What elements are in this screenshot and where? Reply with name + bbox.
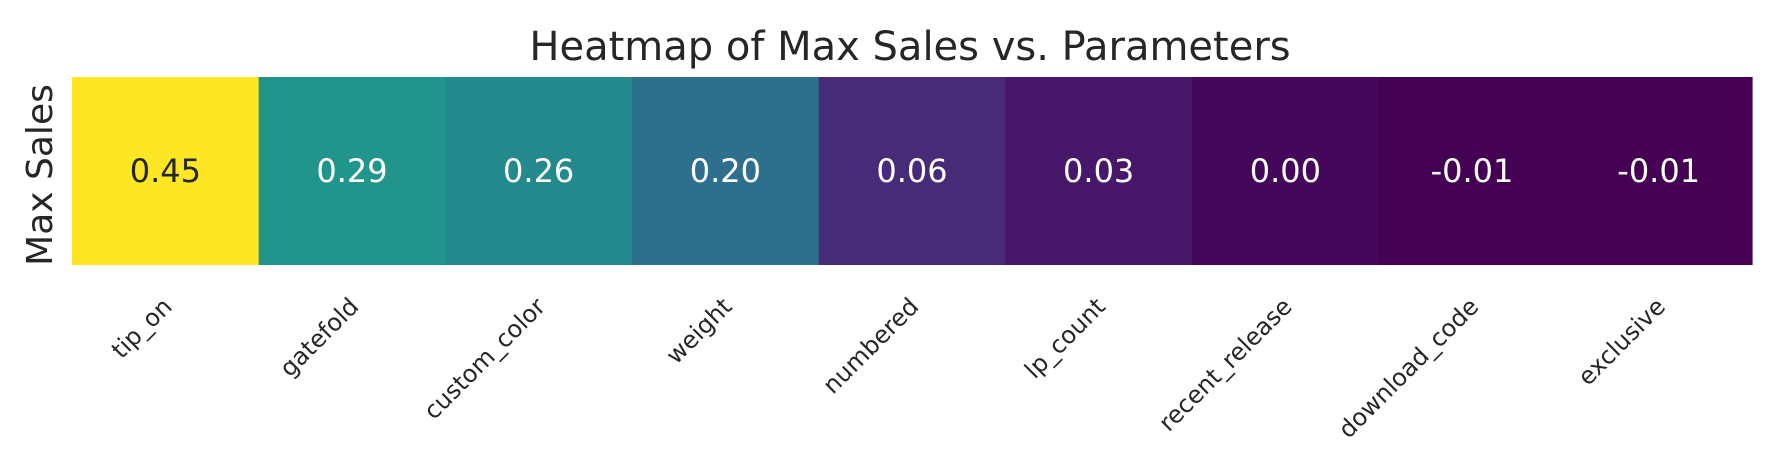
heatmap-cell-weight (632, 77, 820, 265)
cell-value-label-tip-on: 0.45 (130, 152, 201, 190)
heatmap-cell-gatefold (258, 77, 446, 265)
cell-value-label-exclusive: -0.01 (1617, 152, 1700, 190)
x-tick-label-recent-release: recent_release (1153, 292, 1297, 436)
heatmap-cell-custom-color (445, 77, 633, 265)
cell-value-label-gatefold: 0.29 (316, 152, 387, 190)
x-tick-label-tip-on: tip_on (106, 292, 178, 364)
cell-value-label-download-code: -0.01 (1431, 152, 1514, 190)
heatmap-cell-numbered (818, 77, 1006, 265)
heatmap-cell-download-code (1378, 77, 1566, 265)
x-tick-label-exclusive: exclusive (1572, 292, 1671, 391)
cell-value-label-recent-release: 0.00 (1250, 152, 1321, 190)
x-tick-label-download-code: download_code (1333, 292, 1484, 443)
heatmap-cell-lp-count (1005, 77, 1193, 265)
cell-value-label-numbered: 0.06 (876, 152, 947, 190)
cell-value-label-lp-count: 0.03 (1063, 152, 1134, 190)
x-tick-label-custom-color: custom_color (418, 292, 551, 425)
cell-value-label-custom-color: 0.26 (503, 152, 574, 190)
y-axis-label: Max Sales (20, 84, 61, 266)
heatmap-cell-tip-on (72, 77, 260, 265)
cell-value-label-weight: 0.20 (690, 152, 761, 190)
x-tick-label-weight: weight (661, 292, 738, 369)
heatmap-cell-recent-release (1192, 77, 1380, 265)
x-tick-labels: tip_on gatefold custom_color weight numbered… (106, 292, 1671, 443)
x-tick-label-numbered: numbered (817, 292, 924, 399)
heatmap-cell-exclusive (1565, 77, 1753, 265)
x-tick-label-gatefold: gatefold (274, 292, 364, 382)
x-tick-label-lp-count: lp_count (1019, 292, 1111, 384)
heatmap-cells: 0.45 0.29 0.26 0.20 0.06 0.03 0.00 -0.01 -0.01 (72, 77, 1753, 265)
chart-title: Heatmap of Max Sales vs. Parameters (529, 24, 1290, 70)
